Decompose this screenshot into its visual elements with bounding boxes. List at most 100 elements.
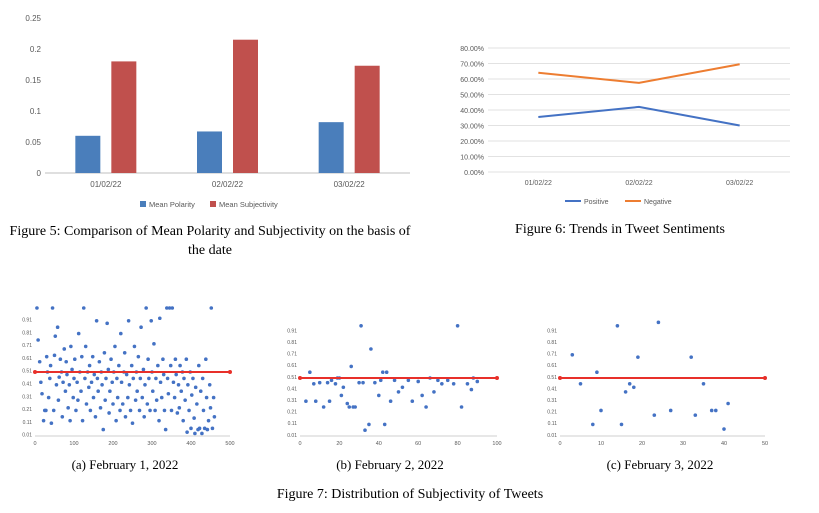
y-tick-label: 0.01 [547,433,557,439]
data-point [126,395,130,400]
data-point [165,376,170,381]
data-point [420,393,424,398]
data-point [35,306,39,310]
data-point [150,389,155,393]
data-point [109,357,113,361]
data-point [327,399,332,403]
data-point [100,383,104,387]
data-point [304,399,308,403]
data-point [325,380,330,385]
data-point [163,427,168,432]
data-point [75,380,79,385]
data-point [162,408,167,413]
data-point [36,338,40,342]
y-tick-label: 80.00% [460,46,484,53]
y-tick-label: 0.81 [547,340,557,346]
data-point [67,383,72,387]
y-tick-label: 0.01 [287,433,297,439]
scatter-plot-a: 0.01 0.11 0.21 0.31 0.41 0.51 0.61 0.71 0.81 0.91… [22,306,235,447]
data-point [201,408,206,413]
data-point [110,380,115,385]
data-point [147,376,151,381]
data-point [211,395,216,400]
x-tick-label: 01/02/22 [525,180,552,187]
figure-6: 0.00% 10.00% 20.00% 30.00% 40.00% 50.00% 60.00… [440,38,800,214]
data-point [65,372,69,377]
data-point [154,398,159,402]
data-point [140,395,145,400]
data-point [178,363,182,368]
data-point [105,321,109,326]
data-point [41,418,46,423]
data-point [595,370,599,374]
data-point [107,411,111,415]
data-point [48,363,53,368]
data-point [120,402,125,406]
data-point [76,398,80,402]
data-point [63,389,68,393]
data-point [70,367,74,372]
data-point [722,427,726,431]
data-point [171,380,176,385]
data-point [172,395,177,400]
y-tick-label: 0.51 [547,375,557,381]
y-tick-label: 0.1 [30,107,42,116]
data-point [56,398,61,402]
y-tick-label: 0.51 [287,375,297,381]
y-tick-label: 50.00% [460,93,484,100]
data-point [113,344,117,349]
data-point [115,376,119,381]
y-tick-label: 0.71 [547,352,557,358]
data-point [455,324,460,328]
data-point [168,363,173,368]
figure-5-caption: Figure 5: Comparison of Mean Polarity an… [0,222,420,260]
data-point [44,354,49,359]
figure-5-caption-text: Figure 5: Comparison of Mean Polarity an… [9,224,411,258]
data-point [94,319,99,323]
data-point [445,378,450,383]
data-point [599,408,603,413]
mean-line-end [228,370,232,374]
data-point [361,380,365,385]
data-point [64,359,68,364]
bar-polarity [318,122,344,173]
data-point [136,354,141,359]
data-point [378,378,383,383]
x-tick-label: 300 [147,441,156,447]
data-point [115,395,120,400]
y-tick-label: 0.31 [547,398,557,404]
legend-swatch [210,201,216,207]
data-point [158,316,162,321]
figure-7-caption: Figure 7: Distribution of Subjectivity o… [200,485,620,504]
y-tick-label: 0.41 [22,382,32,388]
data-point [636,355,640,359]
data-point [175,411,180,415]
data-point [118,408,122,413]
data-point [195,402,199,406]
data-point [424,405,428,409]
data-point [591,422,595,427]
figure-7b-label: (b) February 2, 2022 [280,457,500,473]
x-tick-label: 01/02/22 [90,180,122,189]
legend-label: Positive [584,199,609,206]
data-point [49,421,54,425]
y-tick-label: 70.00% [460,62,484,69]
data-point [174,372,178,377]
data-point [119,380,124,385]
y-tick-label: 40.00% [460,108,484,115]
x-tick-label: 200 [108,441,117,447]
data-point [192,416,196,420]
y-tick-label: 0.61 [22,356,32,362]
data-point [108,389,112,393]
data-point [96,389,100,393]
mean-line-start [298,376,302,380]
data-point [204,395,209,400]
x-tick-label: 100 [69,441,78,447]
data-point [570,353,575,357]
data-point [321,405,326,409]
data-point [465,382,470,386]
figure-5: 0 0.05 0.1 0.15 0.2 0.25 01/02/22 02/02/22 03/02… [10,8,420,218]
data-point [138,376,143,381]
x-tick-label: 30 [680,441,686,447]
figure-7b: 0.01 0.11 0.21 0.31 0.41 0.51 0.61 0.71 0.81 0.91… [275,310,505,450]
